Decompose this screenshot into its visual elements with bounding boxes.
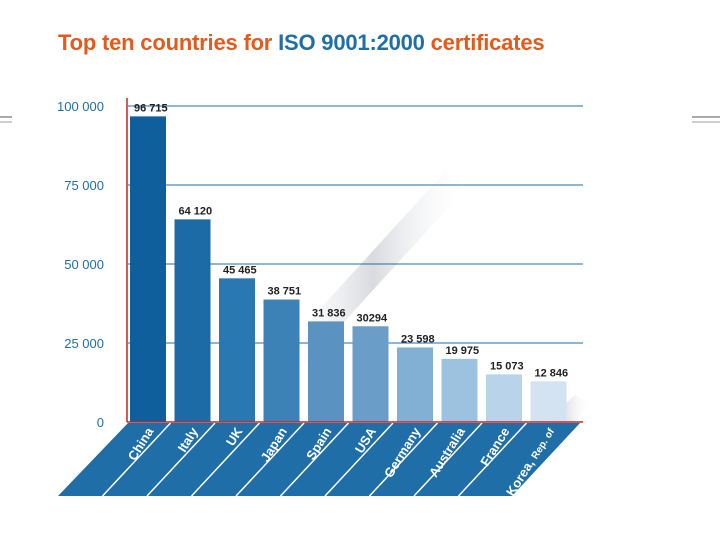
data-label-korea-rep-of: 12 846 (535, 367, 569, 379)
data-labels: 96 715 64 120 45 465 38 751 31 836 30294 23 59… (134, 102, 568, 379)
bar-uk (219, 278, 255, 422)
data-label-usa: 30294 (357, 312, 388, 324)
bar-spain (308, 321, 344, 422)
y-tick-label: 100 000 (57, 99, 104, 114)
title-part-3: certificates (430, 30, 545, 55)
bar-korea-rep-of (530, 381, 567, 422)
bar-australia (441, 358, 478, 422)
data-label-germany: 23 598 (401, 333, 435, 345)
category-divider (190, 422, 261, 497)
bar-germany (397, 347, 433, 422)
category-band (58, 422, 580, 497)
bar-usa (352, 326, 389, 422)
y-tick-label: 25 000 (64, 336, 104, 351)
category-divider (146, 422, 216, 497)
left-decoration-line-bottom (0, 121, 12, 123)
category-divider (101, 422, 172, 497)
left-decoration-line-top (0, 116, 12, 118)
data-label-italy: 64 120 (179, 205, 213, 217)
category-divider (324, 422, 394, 497)
y-tick-label: 75 000 (64, 178, 104, 193)
y-tick-label: 0 (97, 415, 104, 430)
category-divider (413, 422, 483, 497)
background-shadow-stripe-long (275, 172, 470, 370)
bar-china (130, 116, 166, 422)
category-band-shape (58, 423, 580, 496)
right-decoration-line-top (692, 116, 720, 118)
data-label-france: 15 073 (490, 360, 524, 372)
y-tick-label: 50 000 (64, 257, 104, 272)
data-label-china: 96 715 (134, 102, 168, 114)
title-part-1: Top ten countries for (58, 30, 273, 55)
data-label-japan: 38 751 (268, 286, 302, 298)
bar-japan (263, 299, 300, 422)
title-part-2: ISO 9001:2000 (278, 30, 425, 55)
category-divider (457, 422, 528, 497)
data-label-spain: 31 836 (312, 307, 346, 319)
data-label-australia: 19 975 (446, 345, 480, 357)
bars (130, 116, 567, 422)
category-divider (279, 422, 350, 497)
y-axis-tick-labels: 0 25 000 50 000 75 000 100 000 (57, 99, 104, 430)
data-label-uk: 45 465 (223, 264, 257, 276)
category-divider (235, 422, 305, 497)
category-divider (368, 422, 439, 497)
right-decoration-line-bottom (692, 121, 720, 123)
bar-italy (174, 219, 211, 422)
bar-france (486, 374, 522, 422)
chart-title: Top ten countries for ISO 9001:2000 cert… (58, 30, 545, 56)
